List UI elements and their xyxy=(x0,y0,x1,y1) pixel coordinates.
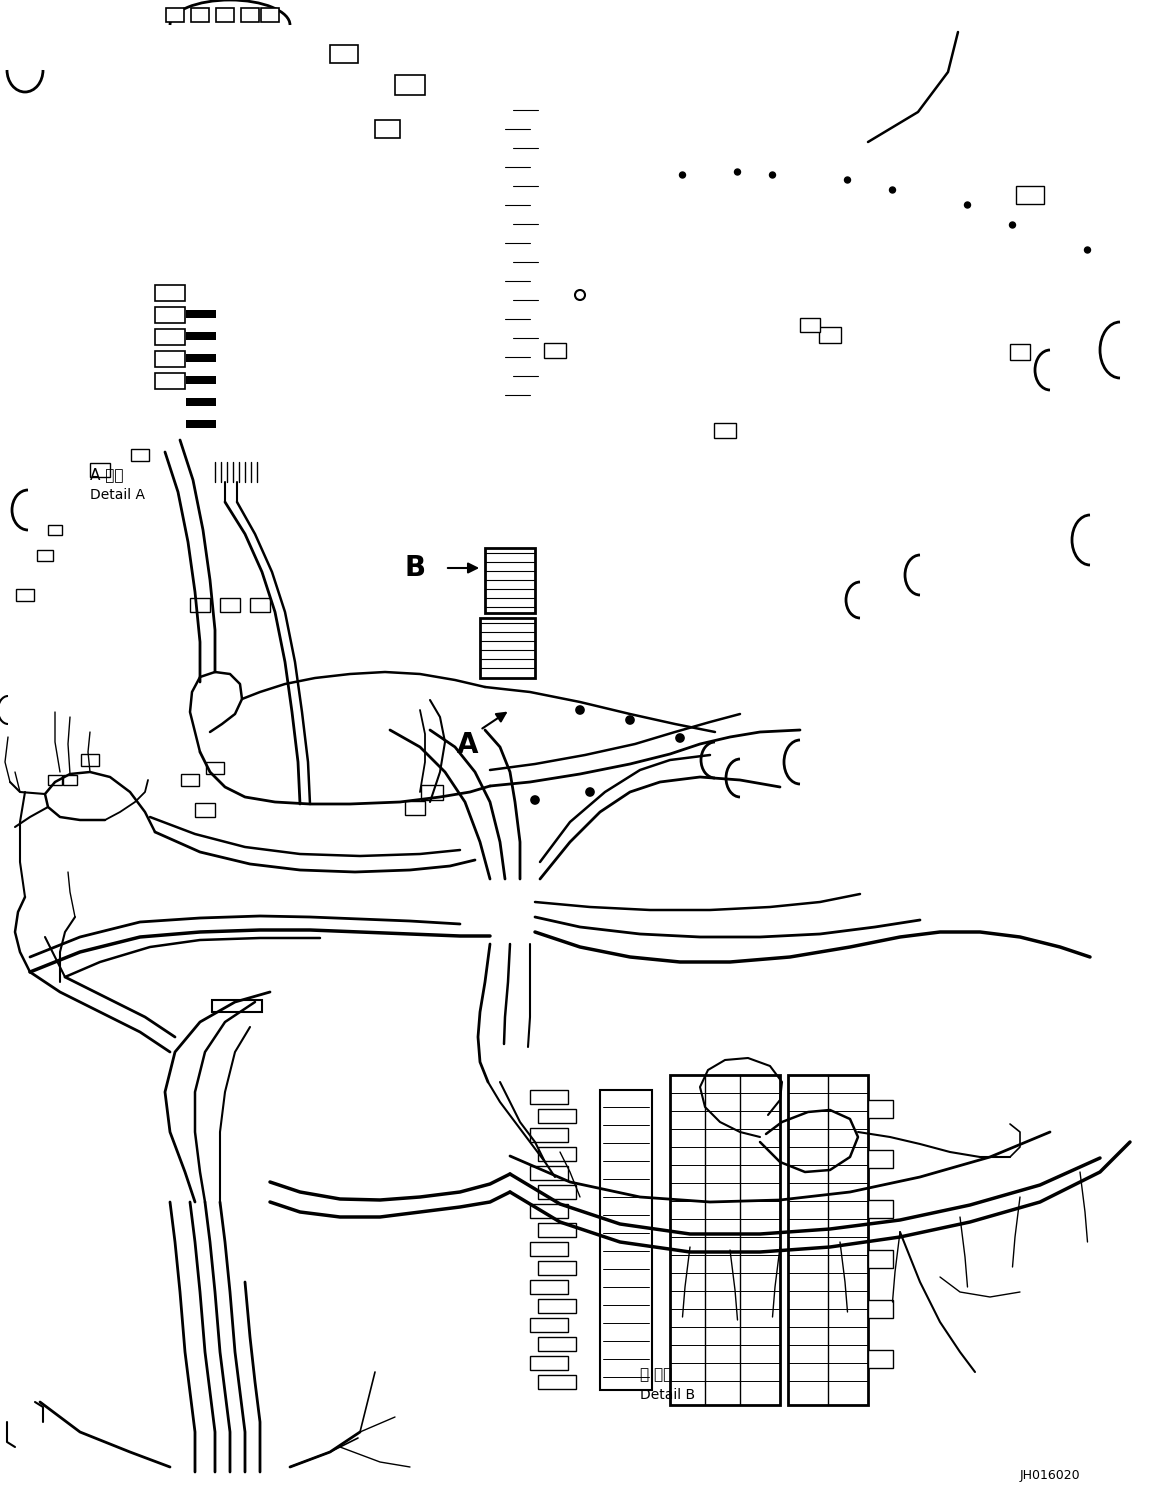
Bar xyxy=(867,1100,893,1118)
Circle shape xyxy=(626,716,634,724)
Bar xyxy=(375,119,400,137)
Bar xyxy=(195,803,215,818)
Bar xyxy=(867,1200,893,1217)
Circle shape xyxy=(576,706,584,715)
Circle shape xyxy=(1085,248,1090,254)
Text: A: A xyxy=(457,731,479,759)
Text: 日 詳細: 日 詳細 xyxy=(640,1368,672,1383)
Bar xyxy=(1016,186,1044,204)
Bar xyxy=(485,548,535,613)
Bar xyxy=(182,774,199,786)
Bar xyxy=(530,1128,568,1141)
Bar xyxy=(670,1076,780,1405)
Bar xyxy=(867,1300,893,1317)
Bar xyxy=(191,7,209,22)
Circle shape xyxy=(770,172,776,178)
Bar xyxy=(165,7,184,22)
Bar xyxy=(155,285,185,301)
Bar xyxy=(80,753,99,765)
Bar xyxy=(538,1337,576,1350)
Bar xyxy=(600,1091,651,1391)
Circle shape xyxy=(1010,222,1016,228)
Bar xyxy=(206,762,224,774)
Bar xyxy=(155,307,185,322)
Text: A 詳細: A 詳細 xyxy=(90,467,123,482)
Bar xyxy=(190,598,210,612)
Bar xyxy=(538,1223,576,1237)
Bar xyxy=(538,1376,576,1389)
Bar xyxy=(538,1147,576,1161)
Circle shape xyxy=(734,169,740,175)
Bar xyxy=(186,376,216,383)
Bar xyxy=(219,598,240,612)
Bar xyxy=(538,1300,576,1313)
Bar xyxy=(241,7,259,22)
Bar xyxy=(867,1250,893,1268)
Bar xyxy=(530,1317,568,1332)
Bar xyxy=(48,525,62,536)
Bar xyxy=(16,589,34,601)
Bar xyxy=(538,1261,576,1276)
Bar xyxy=(1010,345,1030,360)
Bar xyxy=(867,1350,893,1368)
Circle shape xyxy=(964,201,971,207)
Bar xyxy=(530,1167,568,1180)
Bar xyxy=(867,1150,893,1168)
Bar xyxy=(330,45,358,63)
Bar xyxy=(250,598,270,612)
Bar xyxy=(714,424,737,439)
Bar xyxy=(186,421,216,428)
Circle shape xyxy=(574,289,585,300)
Bar xyxy=(213,1000,262,1012)
Bar xyxy=(186,310,216,318)
Bar xyxy=(538,1185,576,1200)
Bar xyxy=(530,1356,568,1370)
Bar xyxy=(261,7,279,22)
Bar xyxy=(530,1091,568,1104)
Bar xyxy=(480,618,535,677)
Circle shape xyxy=(586,788,594,797)
Bar xyxy=(155,330,185,345)
Bar xyxy=(421,785,444,800)
Text: Detail B: Detail B xyxy=(640,1388,695,1402)
Bar xyxy=(788,1076,867,1405)
Bar xyxy=(131,449,149,461)
Bar xyxy=(800,318,820,333)
Bar xyxy=(395,75,425,95)
Bar xyxy=(530,1204,568,1217)
Bar xyxy=(48,774,62,785)
Bar xyxy=(186,398,216,406)
Text: JH016020: JH016020 xyxy=(1019,1468,1080,1482)
Bar xyxy=(819,327,841,343)
Circle shape xyxy=(676,734,684,742)
Bar xyxy=(37,551,53,561)
Text: Detail A: Detail A xyxy=(90,488,145,501)
Bar xyxy=(186,354,216,363)
Bar xyxy=(543,343,566,358)
Bar xyxy=(538,1109,576,1123)
Circle shape xyxy=(531,797,539,804)
Circle shape xyxy=(889,186,895,192)
Bar xyxy=(155,373,185,389)
Bar xyxy=(530,1280,568,1294)
Circle shape xyxy=(679,172,686,178)
Bar xyxy=(90,463,110,477)
Bar xyxy=(155,351,185,367)
Text: B: B xyxy=(404,554,425,582)
Circle shape xyxy=(845,178,850,184)
Bar xyxy=(63,774,77,785)
Bar xyxy=(216,7,234,22)
Bar xyxy=(404,801,425,815)
Bar xyxy=(530,1241,568,1256)
Bar xyxy=(186,333,216,340)
